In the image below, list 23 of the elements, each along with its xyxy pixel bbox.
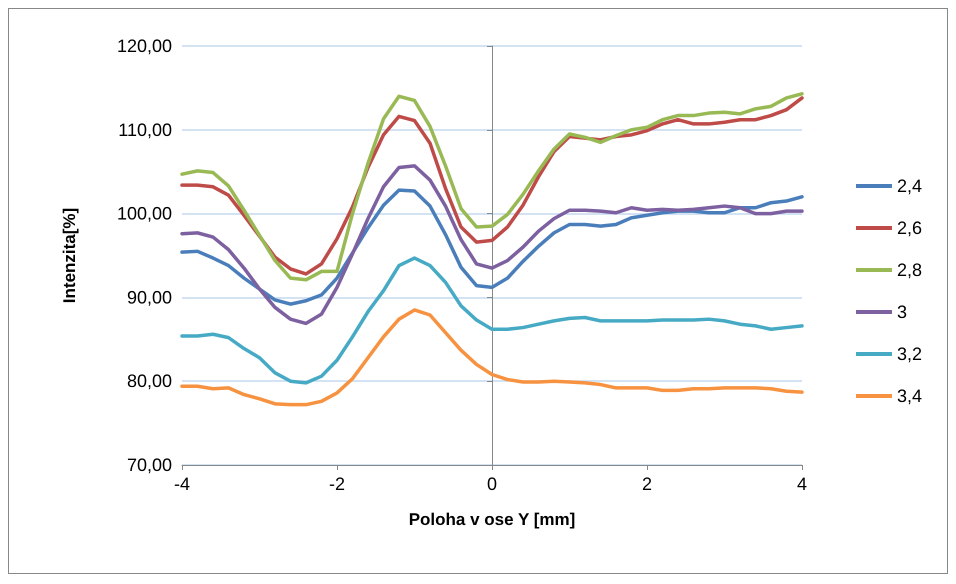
legend-label: 2,8 — [896, 260, 922, 280]
line-series — [180, 256, 804, 385]
y-tick-label: 80,00 — [126, 371, 172, 392]
legend-label: 2,4 — [896, 176, 922, 196]
line-series — [180, 188, 804, 306]
line-series — [180, 164, 804, 326]
x-axis-title: Poloha v ose Y [mm] — [408, 510, 576, 529]
legend-label: 3,4 — [896, 386, 922, 406]
legend-label: 2,6 — [896, 218, 922, 238]
y-tick-label: 100,00 — [116, 204, 172, 224]
y-axis-title: Intenzita[%] — [60, 208, 79, 304]
line-series — [180, 308, 804, 406]
x-tick-label: -4 — [174, 474, 190, 494]
x-tick-label: -2 — [328, 474, 346, 494]
legend-label: 3 — [896, 302, 907, 322]
y-tick-label: 110,00 — [118, 120, 172, 140]
x-tick-label: 0 — [486, 474, 498, 494]
x-tick-label: 2 — [642, 474, 652, 494]
legend-label: 3,2 — [896, 344, 922, 364]
y-tick-label: 90,00 — [126, 287, 172, 308]
x-tick-label: 4 — [796, 474, 808, 494]
y-tick-label: 120,00 — [116, 36, 172, 56]
y-tick-label: 70,00 — [126, 455, 172, 475]
